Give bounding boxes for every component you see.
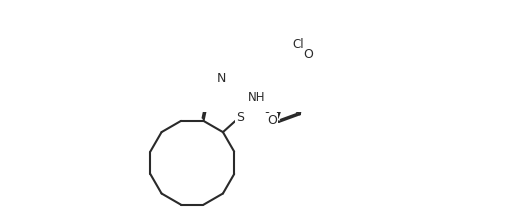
- Text: S: S: [235, 110, 244, 124]
- Text: NH: NH: [248, 91, 266, 104]
- Text: N: N: [217, 72, 226, 85]
- Text: Cl: Cl: [292, 38, 304, 51]
- Text: O: O: [267, 114, 277, 127]
- Text: O: O: [304, 48, 314, 61]
